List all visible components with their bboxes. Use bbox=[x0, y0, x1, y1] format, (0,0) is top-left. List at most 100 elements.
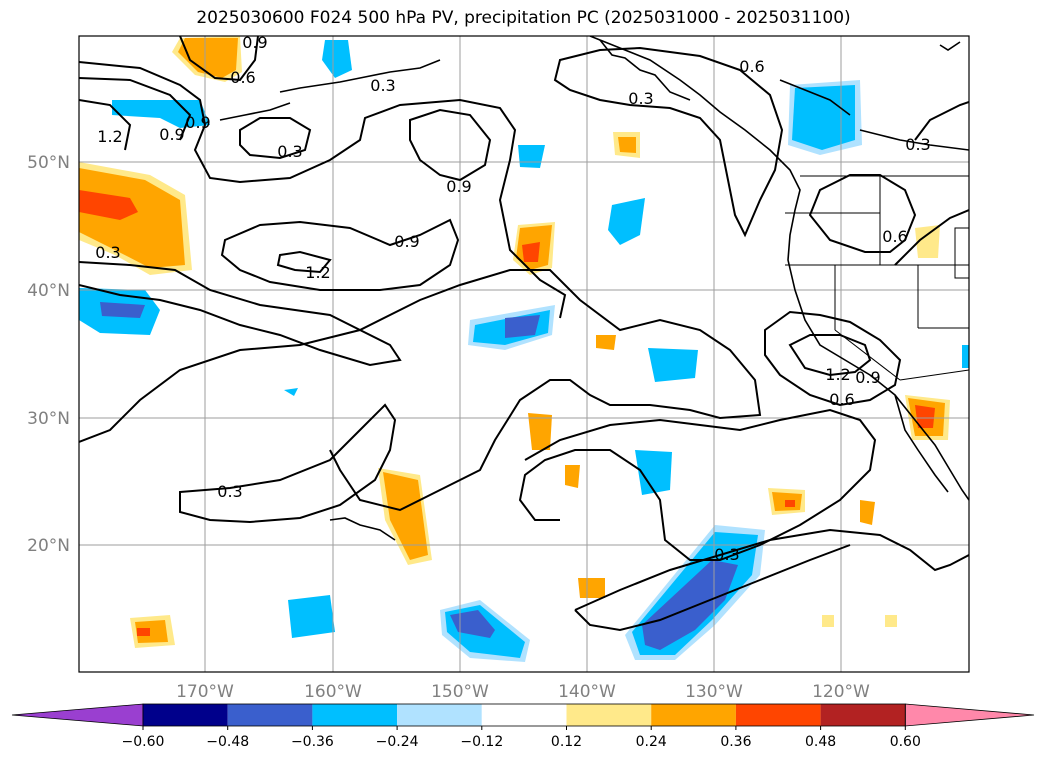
coastline bbox=[219, 102, 291, 121]
graticule bbox=[79, 36, 969, 672]
colorbar-extend-high bbox=[904, 703, 1035, 727]
colorbar-segment bbox=[312, 704, 398, 726]
pv-contour bbox=[409, 108, 492, 182]
map-frame bbox=[78, 35, 970, 673]
contour-label: 0.3 bbox=[714, 545, 739, 564]
colorbar-segment bbox=[820, 704, 906, 726]
contour-label: 1.2 bbox=[305, 263, 330, 282]
precip-area bbox=[79, 190, 138, 220]
colorbar-segment bbox=[735, 704, 821, 726]
colorbar-segment bbox=[397, 704, 482, 726]
precip-area bbox=[135, 620, 168, 643]
contour-label: 0.6 bbox=[829, 390, 854, 409]
pv-contour bbox=[79, 261, 402, 367]
colorbar-tick-label: 0.60 bbox=[890, 734, 921, 750]
contour-label: 0.3 bbox=[217, 482, 242, 501]
contour-label: 0.3 bbox=[277, 142, 302, 161]
pv-contour bbox=[553, 46, 784, 238]
precip-area bbox=[288, 595, 335, 638]
lat-label: 50°N bbox=[27, 153, 70, 173]
pv-contour bbox=[574, 528, 969, 611]
contour-label: 0.6 bbox=[882, 227, 907, 246]
coastline bbox=[859, 129, 969, 151]
pv-contour bbox=[574, 544, 851, 632]
latitude-labels: 20°N 30°N 40°N 50°N bbox=[27, 153, 70, 556]
precip-area bbox=[178, 38, 238, 78]
colorbar-tick-label: −0.48 bbox=[206, 734, 249, 750]
pv-contour bbox=[239, 117, 312, 160]
lon-label: 120°W bbox=[812, 682, 870, 702]
chart-title: 2025030600 F024 500 hPa PV, precipitatio… bbox=[196, 8, 851, 28]
lon-label: 130°W bbox=[685, 682, 743, 702]
precip-area bbox=[608, 198, 645, 245]
precip-area bbox=[635, 450, 672, 495]
precip-area bbox=[962, 345, 969, 368]
lon-label: 160°W bbox=[304, 682, 362, 702]
contour-label: 0.3 bbox=[370, 76, 395, 95]
lat-label: 30°N bbox=[27, 409, 70, 429]
pv-contour bbox=[276, 250, 332, 274]
precip-shading bbox=[79, 36, 969, 662]
pv-contour bbox=[179, 36, 259, 82]
precip-area bbox=[518, 145, 545, 168]
pv-contour bbox=[179, 403, 397, 524]
pv-contour bbox=[808, 174, 917, 253]
colorbar-segment bbox=[143, 704, 228, 726]
coastline bbox=[329, 517, 396, 541]
colorbar-segment bbox=[227, 704, 313, 726]
pv-contour bbox=[788, 334, 872, 377]
precip-area bbox=[822, 615, 834, 627]
precip-area bbox=[860, 500, 875, 525]
pv-contour bbox=[220, 218, 460, 291]
contour-label: 0.3 bbox=[95, 243, 120, 262]
precip-area bbox=[618, 137, 636, 153]
precip-area bbox=[100, 302, 145, 318]
contour-label: 0.3 bbox=[628, 89, 653, 108]
precip-area bbox=[383, 472, 428, 560]
precip-area bbox=[648, 348, 698, 382]
precip-area bbox=[112, 100, 210, 128]
pv-contour bbox=[79, 61, 567, 319]
coastline bbox=[589, 36, 969, 501]
precip-area bbox=[596, 335, 616, 350]
contour-label: 0.9 bbox=[242, 33, 267, 52]
pv-contour bbox=[518, 408, 877, 561]
contour-label: 0.9 bbox=[446, 177, 471, 196]
colorbar: −0.60 −0.48 −0.36 −0.24 −0.12 0.12 0.24 0.36 0.4… bbox=[11, 703, 1035, 750]
lon-label: 150°W bbox=[431, 682, 489, 702]
precip-area bbox=[505, 315, 540, 338]
colorbar-segment bbox=[651, 704, 736, 726]
contour-label: 0.9 bbox=[185, 113, 210, 132]
colorbar-tick-label: 0.24 bbox=[636, 734, 667, 750]
contour-label: 0.6 bbox=[230, 68, 255, 87]
precip-area bbox=[578, 578, 605, 598]
coastlines bbox=[219, 36, 969, 541]
precip-area bbox=[79, 168, 185, 268]
colorbar-tick-label: 0.36 bbox=[720, 734, 751, 750]
colorbar-tick-label: −0.36 bbox=[291, 734, 334, 750]
pv-contours bbox=[79, 36, 969, 632]
contour-label: 0.6 bbox=[739, 57, 764, 76]
precip-area bbox=[450, 610, 495, 638]
coastline bbox=[939, 41, 961, 51]
precip-area bbox=[284, 388, 298, 396]
colorbar-segment bbox=[566, 704, 652, 726]
contour-label: 0.3 bbox=[905, 135, 930, 154]
precip-area bbox=[565, 465, 580, 488]
lat-label: 40°N bbox=[27, 281, 70, 301]
precip-area bbox=[885, 615, 897, 627]
pv-contour bbox=[79, 99, 132, 151]
lon-label: 140°W bbox=[558, 682, 616, 702]
colorbar-tick-label: 0.48 bbox=[805, 734, 836, 750]
colorbar-tick-label: 0.12 bbox=[551, 734, 582, 750]
precip-area bbox=[915, 405, 935, 428]
precip-area bbox=[322, 40, 352, 78]
coastline bbox=[894, 394, 949, 493]
contour-labels: 0.9 0.6 0.3 0.6 0.3 1.2 0.9 0.9 0.3 0.9 … bbox=[95, 33, 930, 564]
longitude-labels: 170°W 160°W 150°W 140°W 130°W 120°W bbox=[176, 682, 870, 702]
lat-label: 20°N bbox=[27, 536, 70, 556]
colorbar-frame bbox=[142, 703, 906, 727]
precip-area bbox=[522, 242, 540, 262]
contour-label: 0.9 bbox=[855, 368, 880, 387]
